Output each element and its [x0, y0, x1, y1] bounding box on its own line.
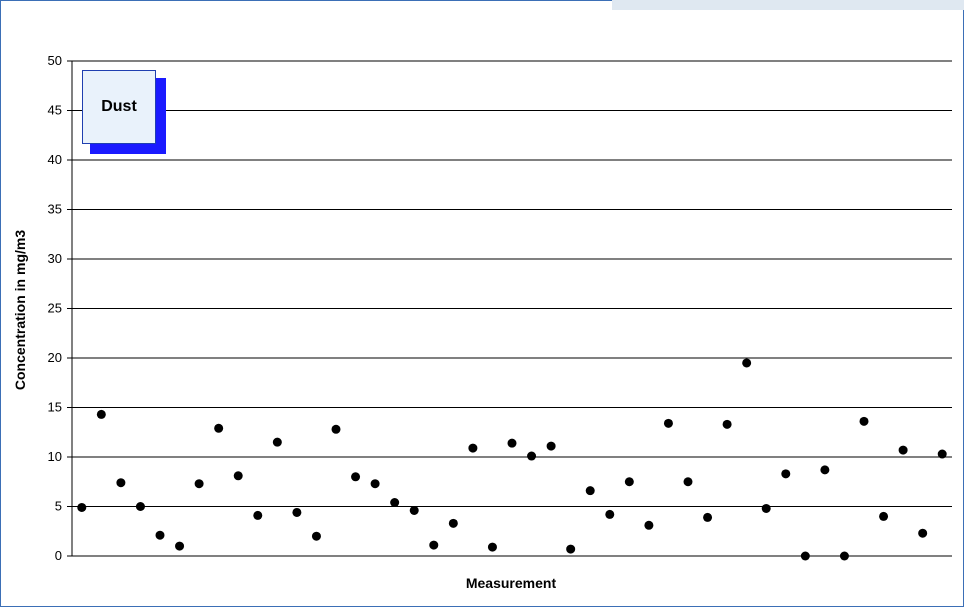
- y-axis-title: Concentration in mg/m3: [12, 230, 28, 390]
- data-point: [448, 518, 458, 528]
- x-axis-title: Measurement: [466, 575, 557, 591]
- data-point: [761, 503, 771, 513]
- data-point: [859, 416, 869, 426]
- data-point: [409, 505, 419, 515]
- data-points: [77, 358, 947, 561]
- data-point: [722, 419, 732, 429]
- y-tick-labels: 0 5 10 15 20 25 30 35 40 45 50: [48, 53, 62, 563]
- data-point: [879, 511, 889, 521]
- y-tick-label: 20: [48, 350, 62, 365]
- data-point: [370, 479, 380, 489]
- data-point: [311, 531, 321, 541]
- y-tick-label: 35: [48, 202, 62, 217]
- data-point: [820, 465, 830, 475]
- data-point: [546, 441, 556, 451]
- data-point: [390, 498, 400, 508]
- data-point: [624, 477, 634, 487]
- data-point: [292, 507, 302, 517]
- data-point: [77, 502, 87, 512]
- data-point: [781, 469, 791, 479]
- data-point: [155, 530, 165, 540]
- y-tick-label: 45: [48, 103, 62, 118]
- data-point: [605, 509, 615, 519]
- data-point: [507, 438, 517, 448]
- data-point: [918, 528, 928, 538]
- data-point: [233, 471, 243, 481]
- y-tick-label: 15: [48, 400, 62, 415]
- data-point: [194, 479, 204, 489]
- y-tick-label: 40: [48, 152, 62, 167]
- data-point: [585, 486, 595, 496]
- legend-label: Dust: [101, 98, 137, 115]
- data-point: [527, 451, 537, 461]
- data-point: [839, 551, 849, 561]
- legend-box: Dust: [82, 70, 156, 144]
- data-point: [800, 551, 810, 561]
- y-tick-label: 25: [48, 301, 62, 316]
- data-point: [214, 423, 224, 433]
- data-point: [703, 512, 713, 522]
- data-point: [96, 409, 106, 419]
- data-point: [468, 443, 478, 453]
- data-point: [351, 472, 361, 482]
- y-tick-label: 10: [48, 449, 62, 464]
- data-point: [663, 418, 673, 428]
- data-point: [566, 544, 576, 554]
- data-point: [644, 520, 654, 530]
- data-point: [742, 358, 752, 368]
- y-tick-label: 30: [48, 251, 62, 266]
- top-band: [612, 0, 964, 10]
- y-tick-label: 50: [48, 53, 62, 68]
- y-tick-label: 5: [55, 499, 62, 514]
- data-point: [175, 541, 185, 551]
- data-point: [253, 510, 263, 520]
- data-point: [331, 424, 341, 434]
- data-point: [272, 437, 282, 447]
- data-point: [116, 478, 126, 488]
- data-point: [898, 445, 908, 455]
- y-tick-label: 0: [55, 548, 62, 563]
- data-point: [135, 502, 145, 511]
- data-point: [683, 477, 693, 487]
- data-point: [487, 542, 497, 552]
- data-point: [429, 540, 439, 550]
- data-point: [937, 449, 947, 459]
